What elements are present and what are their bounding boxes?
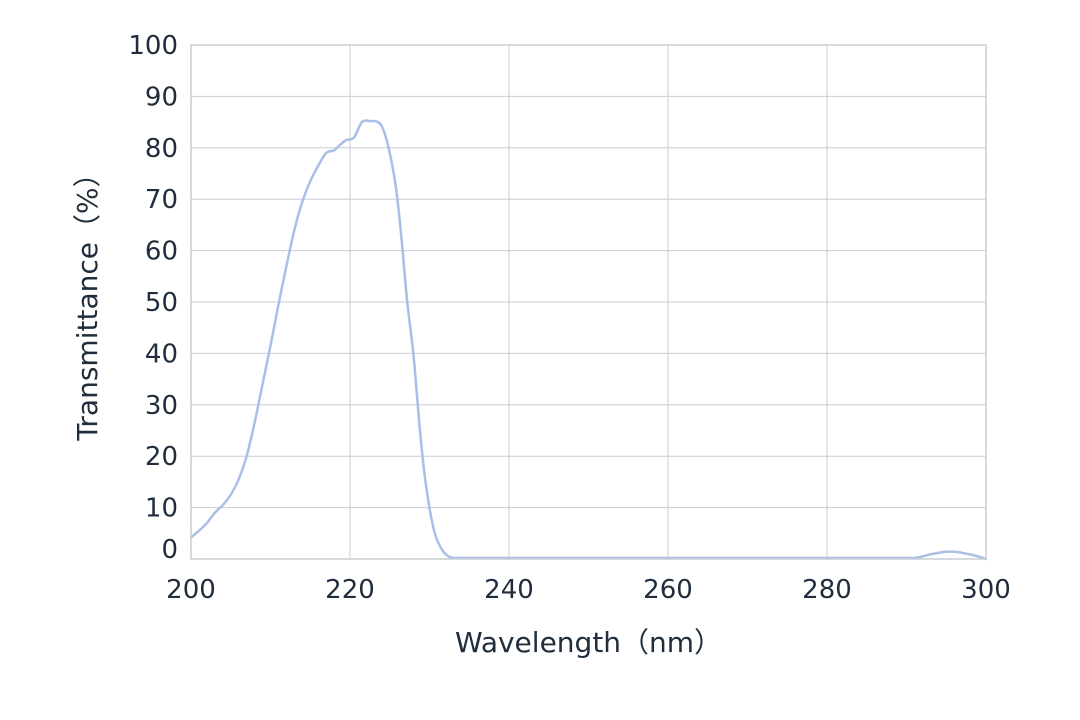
series-layer <box>189 119 988 561</box>
y-tick-label-90: 90 <box>145 82 178 112</box>
y-tick-label-70: 70 <box>145 185 178 215</box>
series-line-0 <box>189 119 988 561</box>
y-tick-label-80: 80 <box>145 134 178 164</box>
y-tick-label-0: 0 <box>161 535 178 565</box>
y-tick-label-20: 20 <box>145 442 178 472</box>
x-tick-label-300: 300 <box>961 575 1011 605</box>
x-tick-label-260: 260 <box>643 575 693 605</box>
y-tick-label-50: 50 <box>145 288 178 318</box>
x-tick-label-240: 240 <box>484 575 534 605</box>
x-tick-label-200: 200 <box>166 575 216 605</box>
x-tick-label-220: 220 <box>325 575 375 605</box>
y-tick-label-100: 100 <box>128 31 178 61</box>
plot-frame <box>190 44 987 560</box>
y-tick-label-60: 60 <box>145 237 178 267</box>
x-axis-title: Wavelength（nm） <box>455 626 722 659</box>
y-tick-label-10: 10 <box>145 494 178 524</box>
grid <box>191 45 986 559</box>
y-tick-label-30: 30 <box>145 391 178 421</box>
x-tick-label-280: 280 <box>802 575 852 605</box>
y-tick-label-40: 40 <box>145 339 178 369</box>
y-axis-ticks: 0 10 20 30 40 50 60 70 80 90 100 <box>128 31 178 565</box>
y-axis-title: Transmittance（%） <box>71 159 104 441</box>
x-axis-ticks: 200 220 240 260 280 300 <box>166 575 1011 605</box>
